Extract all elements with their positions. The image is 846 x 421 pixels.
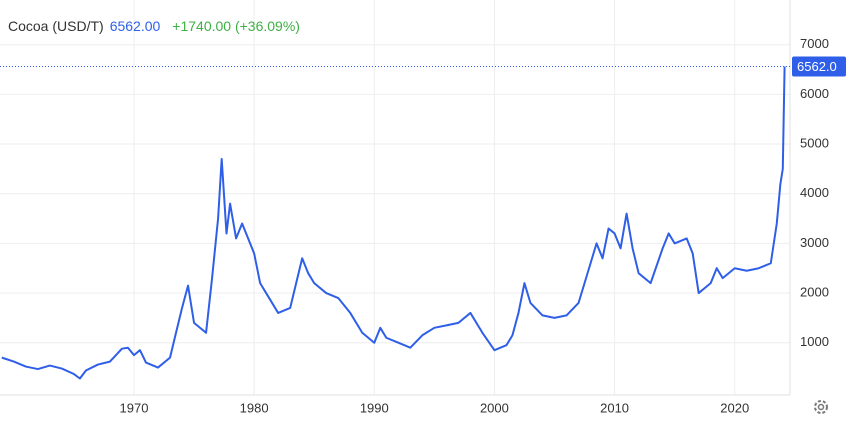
x-tick-label: 1980 (240, 400, 269, 415)
chart-title: Cocoa (USD/T) (8, 18, 104, 34)
x-tick-label: 1990 (360, 400, 389, 415)
x-tick-label: 2010 (600, 400, 629, 415)
change-label: +1740.00 (+36.09%) (172, 18, 300, 34)
x-tick-label: 1970 (120, 400, 149, 415)
y-tick-label: 6000 (800, 86, 829, 101)
series-line (1, 66, 786, 380)
y-tick-label: 2000 (800, 284, 829, 299)
gear-inner (817, 403, 825, 411)
y-tick-label: 7000 (800, 36, 829, 51)
grid (0, 0, 790, 395)
y-tick-label: 1000 (800, 334, 829, 349)
x-tick-label: 2020 (720, 400, 749, 415)
last-value-badge (792, 56, 846, 77)
gear-outer (814, 400, 828, 414)
settings-icon[interactable] (814, 400, 828, 414)
chart-header: Cocoa (USD/T) 6562.00 +1740.00 (+36.09%) (8, 18, 300, 34)
last-value-label: 6562.0 (797, 59, 837, 74)
y-tick-label: 4000 (800, 185, 829, 200)
price-label: 6562.00 (110, 18, 161, 34)
y-tick-label: 3000 (800, 235, 829, 250)
x-tick-label: 2000 (480, 400, 509, 415)
y-tick-label: 5000 (800, 135, 829, 150)
